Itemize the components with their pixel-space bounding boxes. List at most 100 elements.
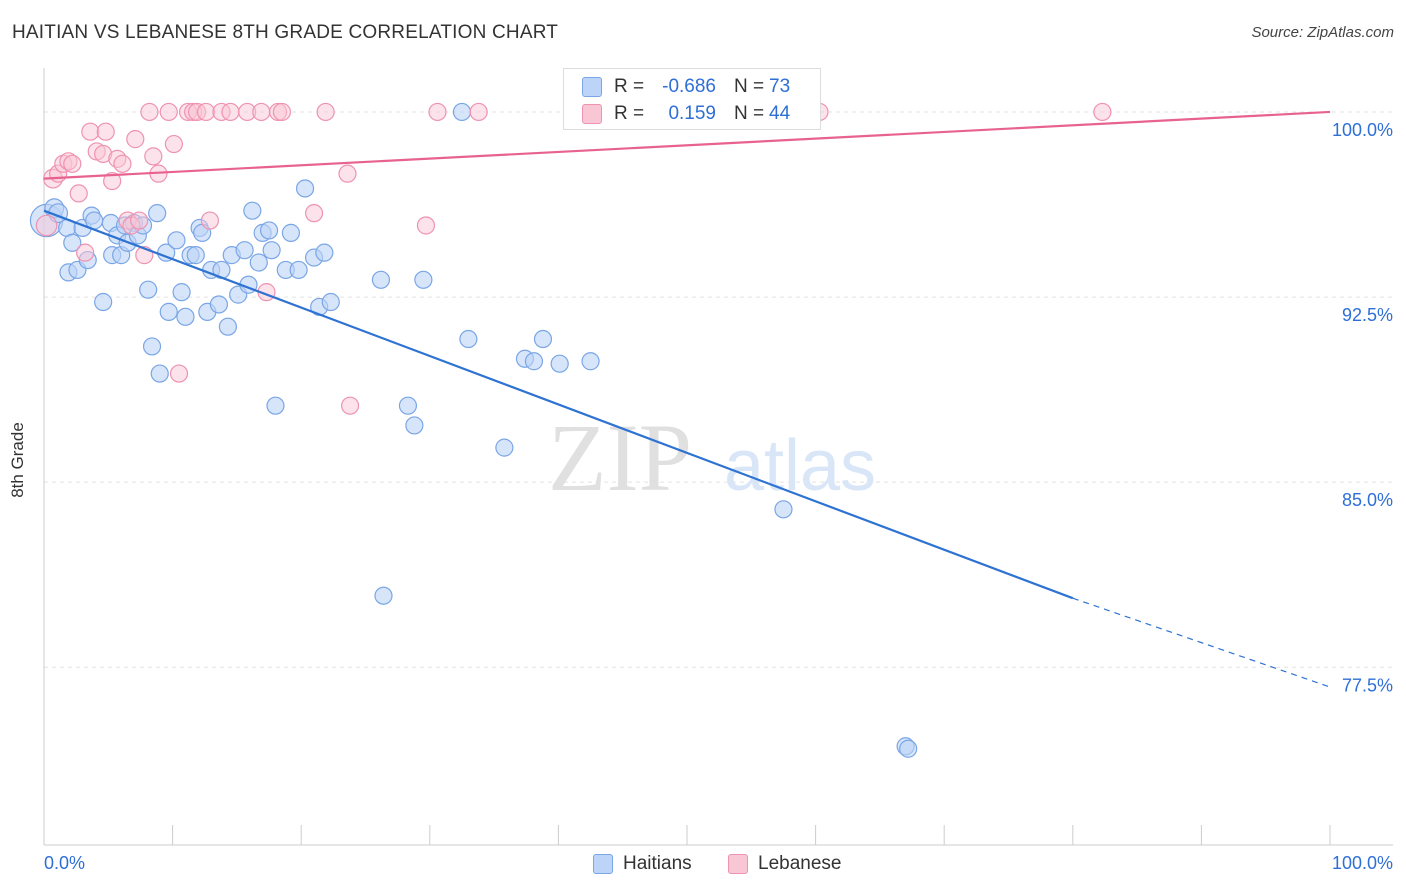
lebanese-point <box>469 102 488 122</box>
haitians-point <box>414 270 433 289</box>
haitians-point <box>398 396 418 415</box>
lebanese-point <box>103 171 122 191</box>
y-tick-label: 85.0% <box>1342 490 1393 510</box>
lebanese-point <box>140 102 159 122</box>
haitians-point <box>139 280 158 299</box>
y-tick-label: 100.0% <box>1332 120 1393 140</box>
haitians-swatch <box>582 77 602 97</box>
haitians-point <box>581 352 600 371</box>
haitians-point <box>452 102 472 122</box>
lebanese-legend-label: Lebanese <box>758 853 842 874</box>
chart-title: HAITIAN VS LEBANESE 8TH GRADE CORRELATIO… <box>12 22 559 43</box>
lebanese-point <box>76 243 95 262</box>
watermark-zip: ZIP <box>548 404 692 511</box>
haitians-point <box>266 396 285 415</box>
x-tick-label: 0.0% <box>44 853 85 873</box>
lebanese-point <box>1093 102 1112 122</box>
haitians-point <box>315 243 334 262</box>
haitians-point <box>459 329 478 349</box>
haitians-n-value: 73 <box>769 76 791 97</box>
lebanese-r-value: 0.159 <box>668 103 716 124</box>
gridlines <box>44 111 1393 668</box>
lebanese-point <box>144 147 163 166</box>
r-label: R = <box>614 76 645 97</box>
haitians-point <box>94 292 113 312</box>
haitians-point <box>289 260 308 280</box>
n-label: N = <box>734 103 765 124</box>
lebanese-point <box>340 396 360 415</box>
haitians-point <box>321 292 340 312</box>
lebanese-point <box>130 211 149 230</box>
lebanese-point <box>159 102 178 122</box>
lebanese-point <box>416 216 436 235</box>
haitians-point <box>218 317 237 336</box>
haitians-point <box>281 223 301 242</box>
n-label: N = <box>734 76 765 97</box>
watermark: ZIP atlas <box>548 404 876 511</box>
haitians-point <box>176 307 195 326</box>
haitians-r-value: -0.686 <box>662 76 716 97</box>
y-axis-label: 8th Grade <box>8 422 27 498</box>
haitians-point <box>148 204 167 223</box>
lebanese-n-value: 44 <box>769 103 791 124</box>
haitians-point <box>550 354 569 373</box>
x-tick-label: 100.0% <box>1332 853 1393 873</box>
haitians-point <box>249 253 268 272</box>
lebanese-point <box>304 204 324 223</box>
haitians-trend-extension <box>1072 597 1331 688</box>
haitians-trend-line <box>43 209 1074 600</box>
lebanese-point <box>81 122 100 141</box>
haitians-point <box>172 283 191 302</box>
haitians-point <box>295 179 315 198</box>
lebanese-point <box>113 154 132 173</box>
lebanese-point <box>169 364 189 383</box>
haitians-point <box>150 364 169 383</box>
haitians-legend-label: Haitians <box>623 853 692 874</box>
haitians-point <box>186 246 205 265</box>
haitians-point <box>209 295 228 314</box>
haitians-point <box>495 438 514 457</box>
lebanese-point <box>196 102 216 122</box>
haitians-point <box>235 241 254 260</box>
lebanese-point <box>338 164 357 183</box>
haitians-point <box>405 416 424 435</box>
lebanese-point <box>221 102 240 122</box>
source-label: Source: ZipAtlas.com <box>1251 24 1394 41</box>
lebanese-point <box>316 102 335 122</box>
lebanese-point <box>272 102 292 122</box>
tick-labels: 100.0% 92.5% 85.0% 77.5% 0.0% 100.0% <box>44 120 1393 873</box>
lebanese-point <box>164 134 183 154</box>
haitians-point <box>262 241 281 260</box>
y-tick-label: 92.5% <box>1342 305 1393 325</box>
lebanese-swatch <box>728 854 748 874</box>
watermark-atlas: atlas <box>724 426 876 506</box>
legend-row-lebanese: R = 0.159 N = 44 <box>564 101 820 127</box>
lebanese-trend-line <box>43 110 1331 180</box>
haitians-point <box>899 739 918 758</box>
lebanese-point <box>200 211 219 230</box>
lebanese-point <box>35 214 58 237</box>
lebanese-point <box>252 102 271 122</box>
haitians-point <box>774 500 793 519</box>
haitians-point <box>142 337 162 356</box>
haitians-point <box>371 270 391 289</box>
haitians-point <box>524 352 544 371</box>
haitians-point <box>63 233 82 252</box>
stats-legend: R = -0.686 N = 73 R = 0.159 N = 44 <box>563 68 821 130</box>
trend-lines <box>43 110 1331 688</box>
r-label: R = <box>614 103 645 124</box>
lebanese-point <box>96 122 115 141</box>
axes <box>43 68 1393 846</box>
y-tick-label: 77.5% <box>1342 675 1393 695</box>
lebanese-point <box>428 102 447 122</box>
haitians-point <box>159 302 178 321</box>
haitians-point <box>167 231 186 250</box>
legend-row-haitians: R = -0.686 N = 73 <box>564 74 820 100</box>
lebanese-point <box>126 130 145 149</box>
haitians-point <box>243 201 262 220</box>
lebanese-point <box>63 154 82 173</box>
haitians-point <box>533 329 553 349</box>
lebanese-point <box>69 184 88 203</box>
haitians-point <box>374 586 393 605</box>
